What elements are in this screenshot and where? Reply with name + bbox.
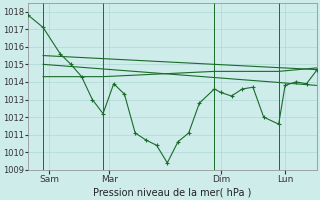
X-axis label: Pression niveau de la mer( hPa ): Pression niveau de la mer( hPa ) bbox=[93, 187, 252, 197]
